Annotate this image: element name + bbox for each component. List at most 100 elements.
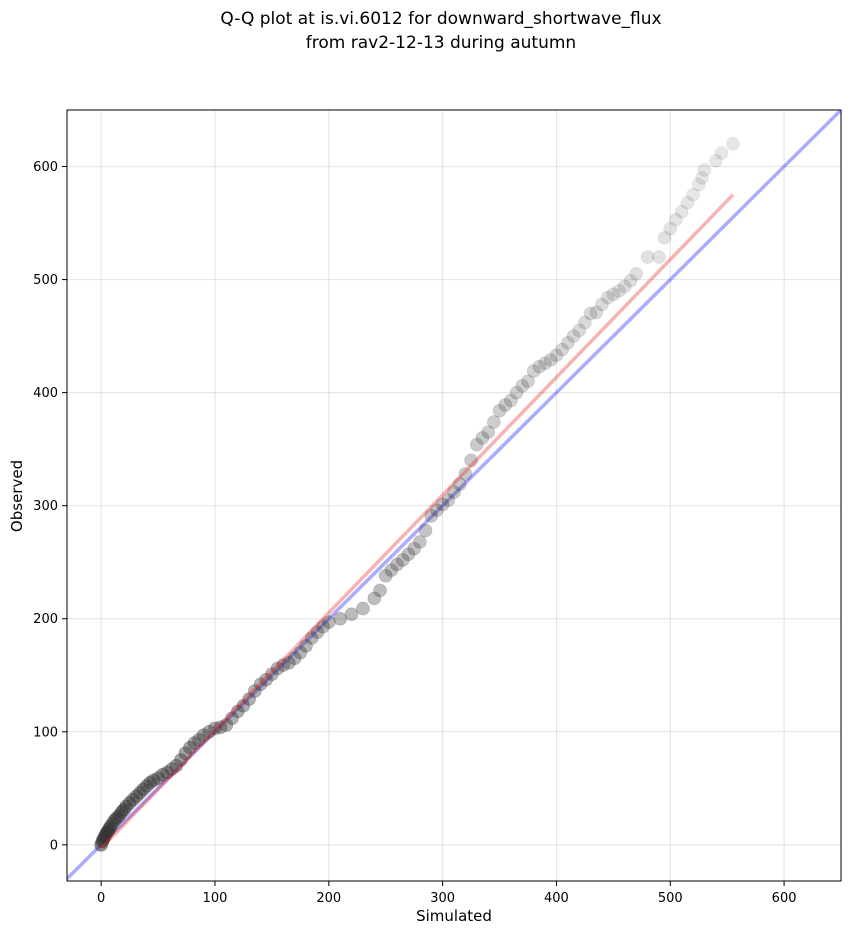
y-axis-label: Observed bbox=[8, 460, 26, 532]
qq-point bbox=[697, 163, 712, 177]
qq-point bbox=[407, 541, 422, 556]
qq-point bbox=[435, 497, 450, 512]
qq-point bbox=[452, 477, 467, 492]
qq-point bbox=[418, 523, 433, 538]
qq-point bbox=[384, 563, 399, 578]
y-tick-label: 200 bbox=[33, 612, 58, 627]
qq-point bbox=[538, 356, 552, 371]
qq-point bbox=[504, 393, 518, 408]
qq-point bbox=[378, 568, 393, 583]
qq-point bbox=[213, 720, 228, 735]
qq-point bbox=[151, 771, 165, 786]
qq-point bbox=[253, 677, 268, 692]
qq-point bbox=[572, 323, 587, 338]
qq-point bbox=[612, 283, 626, 298]
qq-point bbox=[287, 651, 302, 666]
qq-point bbox=[566, 329, 581, 343]
qq-point bbox=[657, 230, 672, 245]
qq-point bbox=[600, 290, 615, 305]
qq-point bbox=[663, 221, 678, 236]
qq-point bbox=[119, 799, 134, 814]
qq-point bbox=[146, 773, 161, 788]
qq-point bbox=[117, 802, 131, 817]
x-tick-label: 200 bbox=[316, 891, 341, 906]
qq-point bbox=[469, 437, 484, 452]
qq-point bbox=[122, 796, 137, 810]
qq-point bbox=[725, 137, 740, 151]
qq-point bbox=[447, 485, 461, 500]
qq-point bbox=[230, 704, 245, 719]
qq-point bbox=[555, 342, 570, 357]
x-tick-label: 300 bbox=[430, 891, 455, 906]
qq-point bbox=[270, 661, 285, 676]
qq-point bbox=[155, 767, 170, 782]
qq-point bbox=[143, 775, 157, 790]
qq-point bbox=[651, 250, 666, 264]
qq-point bbox=[367, 591, 382, 606]
qq-point bbox=[401, 547, 416, 562]
qq-point bbox=[549, 348, 564, 363]
x-axis-label: Simulated bbox=[416, 907, 492, 925]
qq-point bbox=[464, 453, 478, 468]
qq-point bbox=[208, 721, 222, 736]
qq-point bbox=[424, 508, 439, 523]
qq-point bbox=[356, 601, 370, 616]
qq-point bbox=[475, 430, 490, 445]
qq-point bbox=[293, 645, 308, 660]
qq-point bbox=[674, 204, 689, 219]
y-tick-label: 500 bbox=[33, 273, 58, 288]
qq-point bbox=[344, 607, 359, 622]
qq-point bbox=[136, 782, 151, 797]
qq-point bbox=[164, 762, 179, 776]
qq-point bbox=[187, 736, 202, 750]
x-tick-label: 500 bbox=[658, 891, 683, 906]
qq-point bbox=[242, 692, 257, 706]
qq-point bbox=[606, 287, 621, 302]
qq-point bbox=[486, 415, 501, 429]
qq-point bbox=[458, 467, 473, 481]
qq-point bbox=[509, 385, 524, 400]
qq-point bbox=[225, 711, 239, 726]
qq-point bbox=[282, 655, 296, 670]
qq-point bbox=[560, 335, 575, 350]
axis-ticks: 0 100 200 300 400 500 600 0 100 200 300 400 500 600 bbox=[33, 160, 796, 906]
fit-line bbox=[99, 193, 735, 850]
qq-point bbox=[310, 625, 325, 640]
qq-point bbox=[202, 724, 217, 739]
qq-point bbox=[617, 279, 632, 294]
qq-point bbox=[498, 398, 513, 412]
qq-point bbox=[589, 305, 604, 320]
qq-point bbox=[521, 374, 535, 389]
y-tick-label: 100 bbox=[33, 725, 58, 740]
qq-point bbox=[129, 789, 144, 804]
qq-point bbox=[583, 306, 598, 321]
qq-point bbox=[126, 792, 140, 807]
identity-line bbox=[67, 110, 841, 880]
qq-point bbox=[640, 250, 655, 264]
qq-point bbox=[629, 267, 644, 281]
qq-point bbox=[390, 557, 404, 572]
x-tick-label: 0 bbox=[97, 891, 105, 906]
qq-point bbox=[236, 698, 251, 713]
qq-point bbox=[708, 153, 723, 168]
qq-point bbox=[577, 315, 592, 330]
qq-point bbox=[373, 583, 387, 598]
y-tick-label: 600 bbox=[33, 160, 58, 175]
qq-point bbox=[169, 758, 184, 773]
qq-point bbox=[691, 177, 706, 192]
qq-point bbox=[173, 753, 188, 767]
qq-point bbox=[395, 553, 410, 567]
qq-point bbox=[304, 631, 319, 645]
chart-title-line-1: Q-Q plot at is.vi.6012 for downward_shor… bbox=[220, 9, 661, 29]
qq-point bbox=[714, 146, 729, 160]
x-tick-label: 600 bbox=[772, 891, 797, 906]
x-tick-label: 400 bbox=[544, 891, 569, 906]
qq-point bbox=[430, 503, 444, 518]
qq-point bbox=[114, 805, 129, 819]
x-tick-label: 100 bbox=[203, 891, 228, 906]
qq-point bbox=[623, 273, 638, 288]
qq-point bbox=[412, 534, 427, 549]
qq-point bbox=[132, 785, 147, 800]
qq-point bbox=[669, 212, 683, 227]
